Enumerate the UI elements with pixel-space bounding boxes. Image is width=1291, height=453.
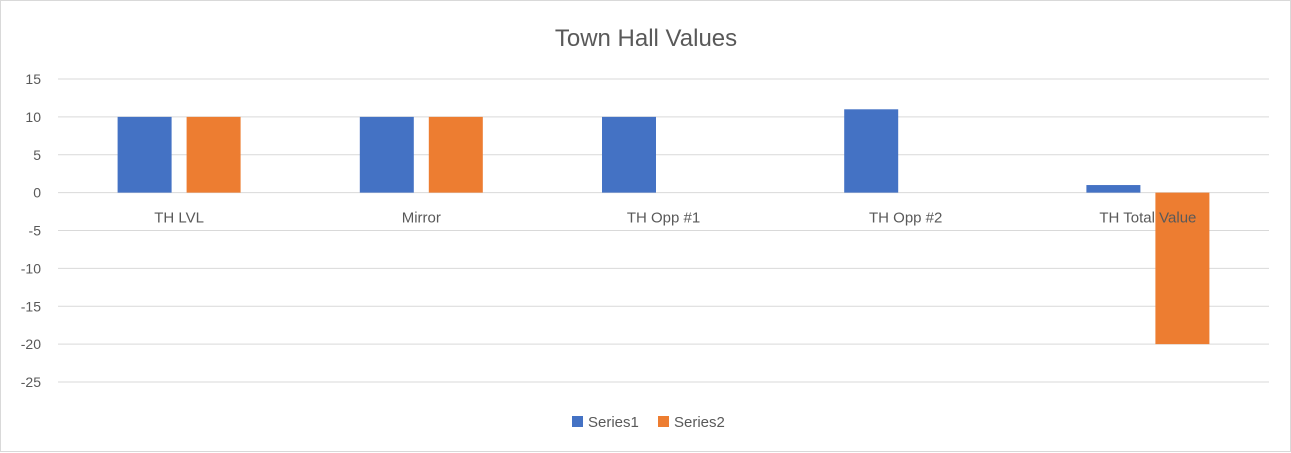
category-label: TH Opp #2 bbox=[869, 210, 942, 227]
bar-series1-1 bbox=[359, 116, 414, 193]
y-tick-label: -5 bbox=[29, 223, 42, 239]
gridlines bbox=[58, 78, 1269, 383]
legend: Series1 Series2 bbox=[572, 414, 725, 431]
bar-series1-2 bbox=[602, 116, 656, 193]
bars bbox=[117, 109, 1210, 345]
y-tick-label: 0 bbox=[33, 185, 41, 201]
legend-swatch bbox=[572, 416, 583, 427]
legend-swatch bbox=[658, 416, 669, 427]
bar-series2-0 bbox=[186, 116, 241, 193]
bar-series1-4 bbox=[1086, 185, 1141, 193]
bar-series2-1 bbox=[428, 116, 483, 193]
category-labels: TH LVL Mirror TH Opp #1 TH Opp #2 TH Total V… bbox=[154, 210, 1196, 227]
y-axis-ticks: 15 10 5 0 -5 -10 -15 -20 -25 bbox=[21, 71, 41, 390]
y-tick-label: 5 bbox=[33, 147, 41, 163]
bar-series2-4 bbox=[1155, 192, 1210, 345]
category-label: TH Opp #1 bbox=[627, 210, 700, 227]
category-label: TH Total Value bbox=[1099, 210, 1196, 227]
y-tick-label: -25 bbox=[21, 374, 41, 390]
bar-series1-0 bbox=[117, 116, 172, 193]
bar-series1-3 bbox=[844, 109, 899, 193]
legend-label: Series1 bbox=[588, 414, 639, 431]
y-tick-label: -15 bbox=[21, 298, 41, 314]
category-label: TH LVL bbox=[154, 210, 204, 227]
category-label: Mirror bbox=[402, 210, 441, 227]
legend-label: Series2 bbox=[674, 414, 725, 431]
y-tick-label: 10 bbox=[25, 109, 41, 125]
y-tick-label: -20 bbox=[21, 336, 41, 352]
y-tick-label: 15 bbox=[25, 71, 41, 87]
y-tick-label: -10 bbox=[21, 260, 41, 276]
chart-title: Town Hall Values bbox=[555, 25, 737, 52]
